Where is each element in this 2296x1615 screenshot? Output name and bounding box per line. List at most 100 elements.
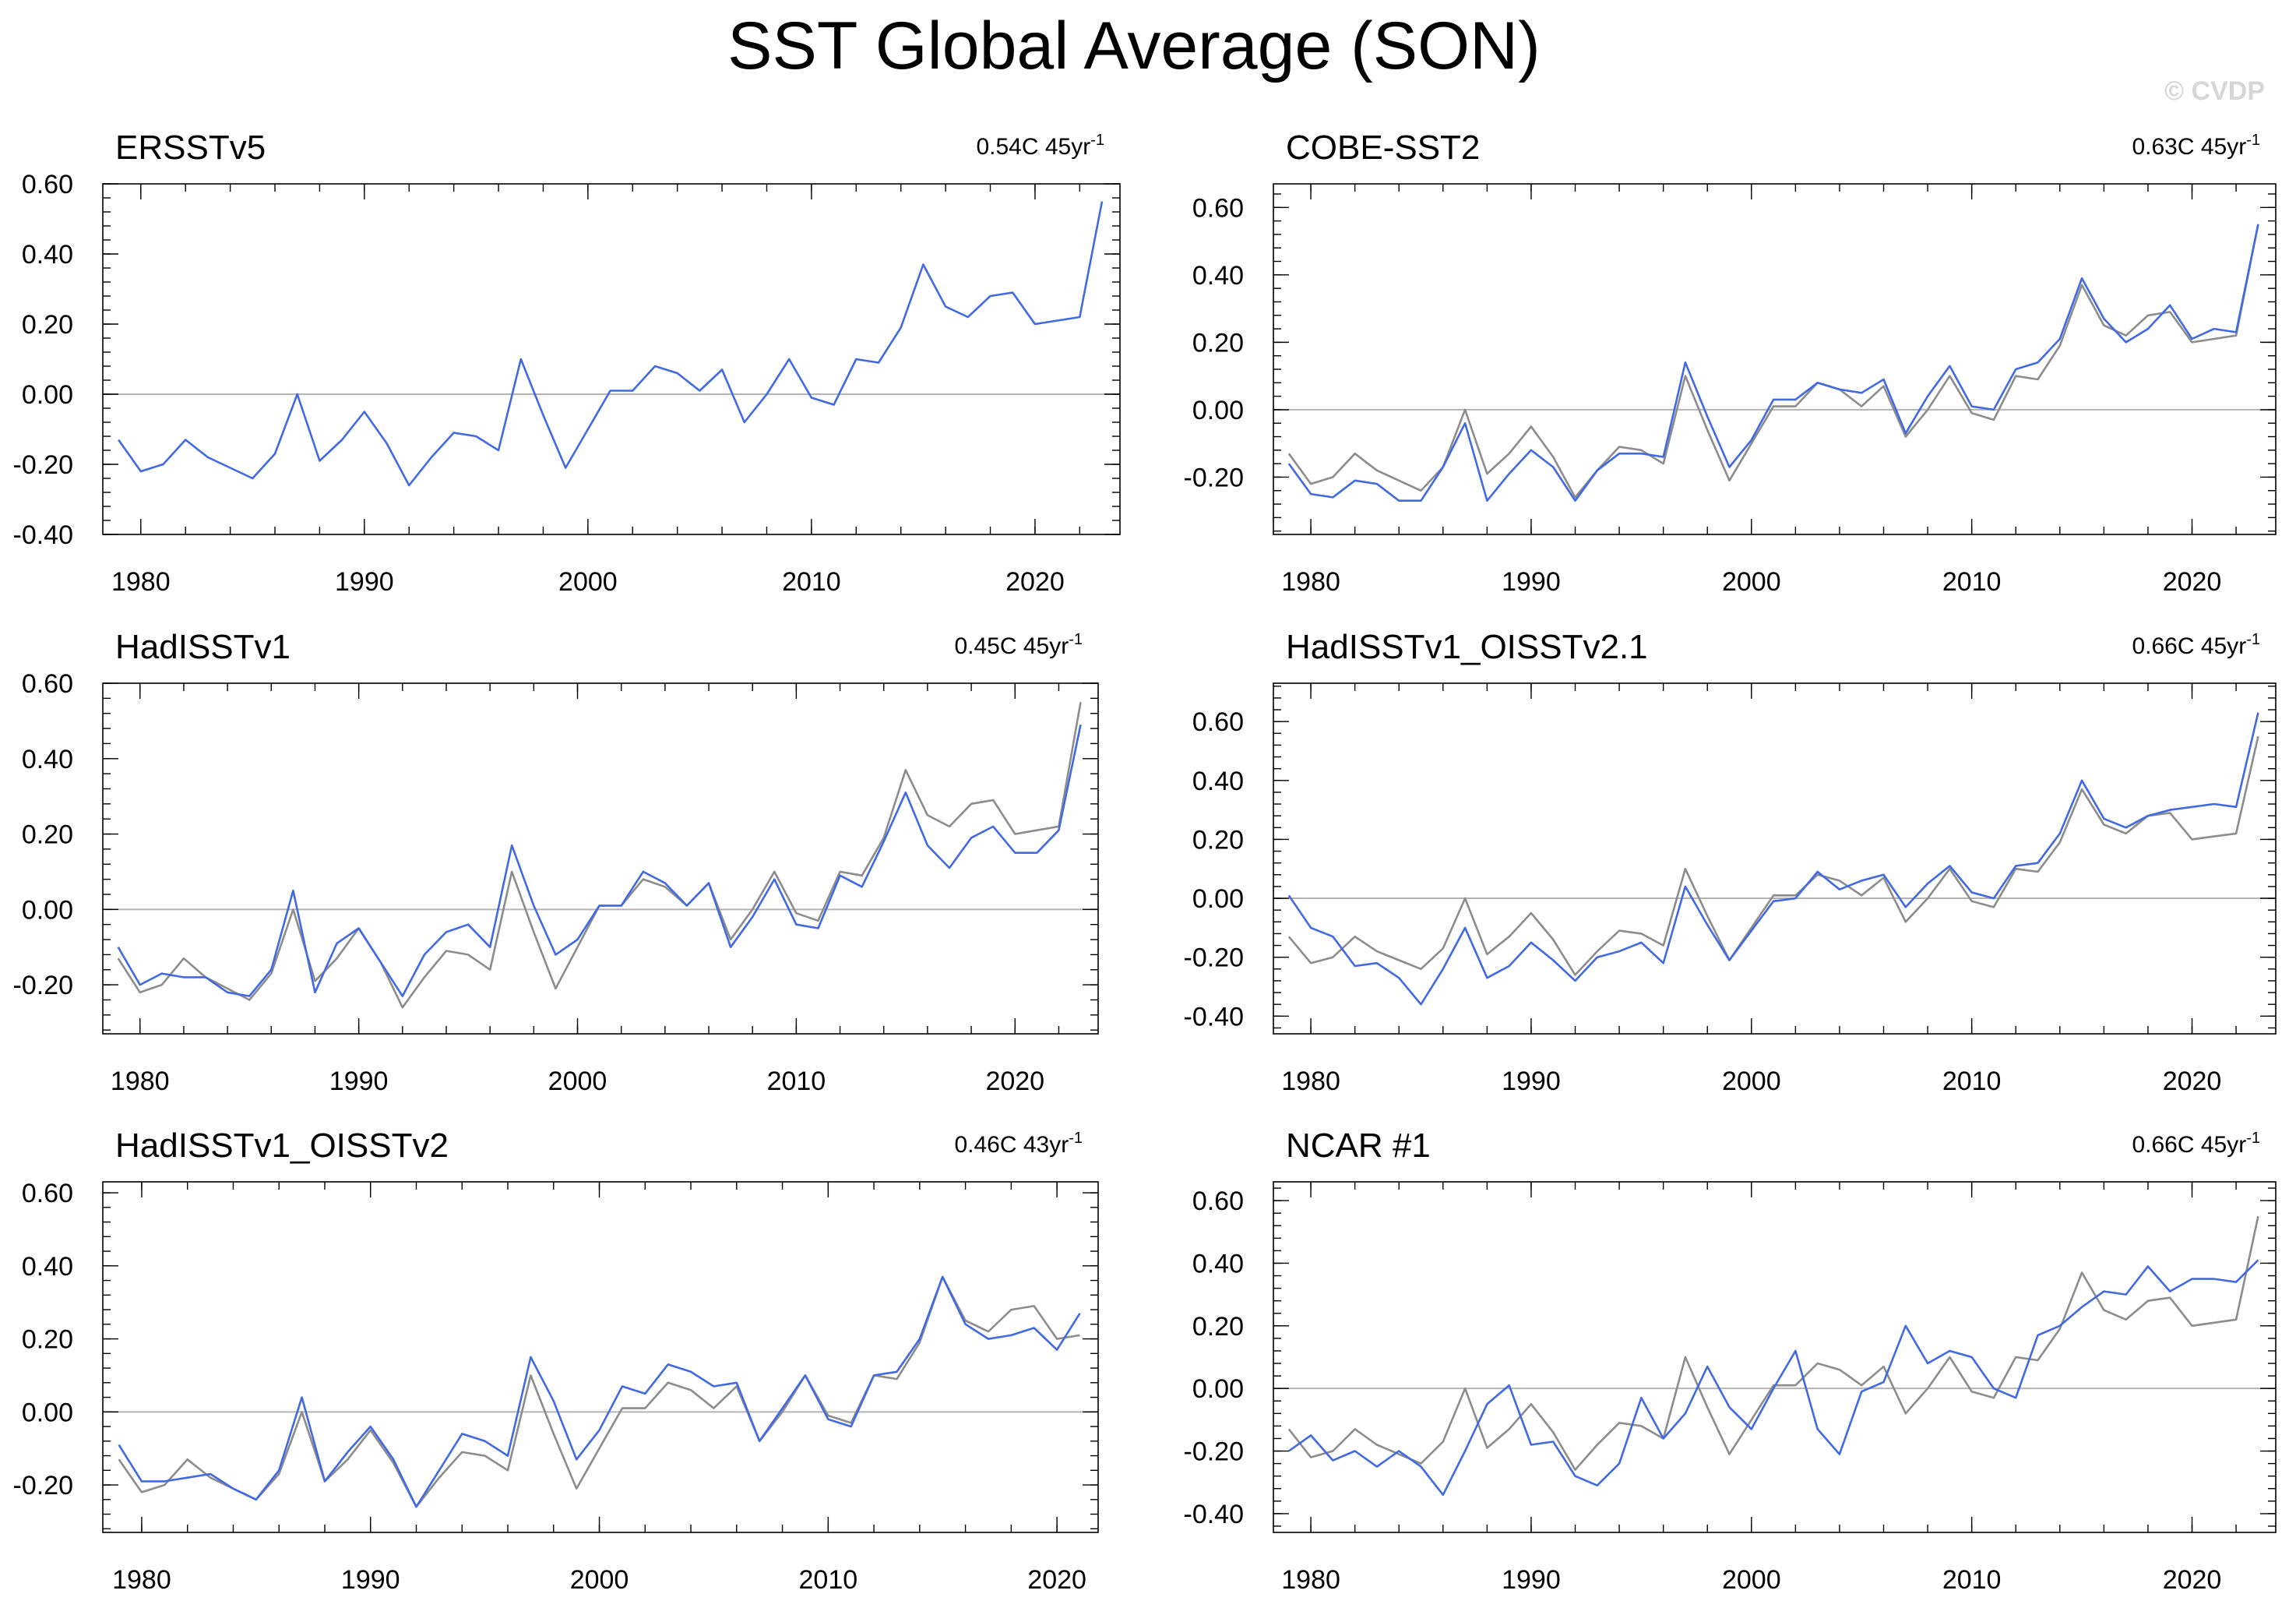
x-tick-label: 2020: [2163, 1565, 2222, 1595]
y-tick-label: -0.20: [1184, 1437, 1245, 1467]
y-tick-label: 0.00: [22, 380, 73, 410]
x-tick-label: 2000: [570, 1565, 629, 1595]
y-tick-label: 0.20: [22, 1325, 73, 1355]
model-series-line: [118, 201, 1104, 487]
y-tick-label: 0.60: [1192, 707, 1244, 737]
plot-frame: [1273, 682, 2277, 1035]
y-tick-label: -0.40: [1184, 1500, 1245, 1529]
x-tick-label: 2010: [782, 567, 841, 597]
y-tick-label: 0.20: [1192, 825, 1244, 855]
x-tick-label: 1980: [112, 1565, 171, 1595]
y-tick-label: -0.40: [13, 520, 74, 550]
panel-title: HadISSTv1: [115, 628, 291, 666]
y-tick-label: -0.20: [1184, 943, 1245, 973]
chart-panel-6: NCAR #1 0.66C 45yr-1 -0.40 -0.20 0.00 0.20 0.4…: [1184, 1127, 2277, 1595]
x-tick-label: 2000: [548, 1067, 607, 1096]
x-tick-label: 2020: [985, 1067, 1044, 1096]
trend-exponent: -1: [2246, 132, 2260, 149]
y-tick-label: -0.40: [1184, 1002, 1245, 1031]
x-tick-label: 1980: [111, 567, 171, 597]
observation-series-line: [1287, 224, 2259, 499]
chart-panel-1: ERSSTv5 0.54C 45yr-1 -0.40 -0.20 0.00 0.20 0.4…: [13, 129, 1121, 597]
x-tick-label: 1980: [1281, 1565, 1340, 1595]
x-tick-label: 1980: [1281, 567, 1340, 597]
chart-panels: ERSSTv5 0.54C 45yr-1 -0.40 -0.20 0.00 0.20 0.4…: [13, 129, 2277, 1595]
panel-title: NCAR #1: [1286, 1127, 1431, 1165]
trend-exponent: -1: [1090, 132, 1104, 149]
plot-frame: [102, 1181, 1099, 1533]
y-tick-label: 0.60: [1192, 1187, 1244, 1216]
x-tick-label: 1990: [1502, 1565, 1561, 1595]
x-tick-label: 2000: [1722, 1067, 1781, 1096]
y-tick-label: 0.40: [22, 1252, 73, 1282]
x-tick-label: 2000: [558, 567, 618, 597]
x-tick-label: 2010: [799, 1565, 858, 1595]
trend-label: 0.54C 45yr-1: [976, 132, 1104, 160]
y-tick-label: 0.20: [22, 820, 73, 850]
trend-value: 0.46C 43yr: [954, 1132, 1069, 1158]
x-tick-label: 2020: [2163, 567, 2222, 597]
y-tick-label: 0.00: [1192, 1374, 1244, 1404]
y-tick-label: 0.00: [22, 1398, 73, 1427]
x-tick-label: 2020: [1027, 1565, 1086, 1595]
watermark-logo: © CVDP: [2164, 76, 2265, 106]
chart-panel-2: COBE-SST2 0.63C 45yr-1 -0.20 0.00 0.20 0.40 0.…: [1184, 129, 2277, 597]
x-tick-label: 2000: [1722, 1565, 1781, 1595]
x-tick-label: 2010: [1942, 1067, 2002, 1096]
plot-frame: [102, 682, 1099, 1035]
trend-exponent: -1: [2246, 1130, 2260, 1147]
model-series-line: [1287, 224, 2259, 502]
plot-frame: [1273, 1181, 2277, 1533]
y-tick-label: 0.00: [1192, 396, 1244, 425]
x-tick-label: 1990: [1502, 567, 1561, 597]
chart-panel-4: HadISSTv1_OISSTv2.1 0.66C 45yr-1 -0.40 -0.2…: [1184, 628, 2277, 1096]
y-tick-label: 0.40: [1192, 261, 1244, 291]
trend-value: 0.63C 45yr: [2132, 134, 2246, 160]
model-series-line: [117, 724, 1082, 997]
model-series-line: [1287, 712, 2259, 1006]
x-tick-label: 2010: [1942, 1565, 2002, 1595]
x-tick-label: 1980: [1281, 1067, 1340, 1096]
trend-label: 0.45C 45yr-1: [954, 631, 1083, 659]
trend-label: 0.63C 45yr-1: [2132, 132, 2260, 160]
y-tick-label: 0.40: [22, 240, 73, 270]
y-tick-label: 0.20: [22, 310, 73, 340]
y-tick-label: 0.40: [1192, 1249, 1244, 1278]
trend-label: 0.66C 45yr-1: [2132, 631, 2260, 659]
y-tick-label: -0.20: [13, 1471, 74, 1500]
y-tick-label: -0.20: [13, 450, 74, 480]
y-tick-label: -0.20: [13, 971, 74, 1000]
y-tick-label: 0.60: [22, 1179, 73, 1208]
y-tick-label: 0.40: [1192, 767, 1244, 796]
trend-value: 0.66C 45yr: [2132, 1132, 2246, 1158]
x-tick-label: 2010: [1942, 567, 2002, 597]
y-tick-label: 0.20: [1192, 1312, 1244, 1342]
x-tick-label: 2020: [2163, 1067, 2222, 1096]
chart-panel-3: HadISSTv1 0.45C 45yr-1 -0.20 0.00 0.20 0.40 0.…: [13, 628, 1099, 1096]
x-tick-label: 2020: [1005, 567, 1065, 597]
y-tick-label: 0.60: [22, 170, 73, 199]
trend-label: 0.66C 45yr-1: [2132, 1130, 2260, 1158]
x-tick-label: 1990: [335, 567, 394, 597]
model-series-line: [1288, 1259, 2259, 1497]
trend-value: 0.66C 45yr: [2132, 633, 2246, 659]
trend-exponent: -1: [2246, 631, 2260, 648]
trend-exponent: -1: [1069, 1130, 1083, 1147]
figure-title: SST Global Average (SON): [727, 9, 1541, 83]
model-series-line: [118, 1275, 1081, 1508]
x-tick-label: 1990: [341, 1565, 400, 1595]
panel-title: HadISSTv1_OISSTv2: [115, 1127, 449, 1165]
observation-series-line: [1287, 1215, 2259, 1471]
panel-title: ERSSTv5: [115, 129, 266, 167]
x-tick-label: 2000: [1722, 567, 1781, 597]
trend-exponent: -1: [1069, 631, 1083, 648]
observation-series-line: [1287, 735, 2259, 976]
plot-frame: [102, 183, 1121, 535]
y-tick-label: 0.60: [22, 669, 73, 699]
y-tick-label: -0.20: [1184, 463, 1245, 492]
trend-value: 0.45C 45yr: [954, 633, 1069, 659]
x-tick-label: 1990: [329, 1067, 389, 1096]
panel-title: HadISSTv1_OISSTv2.1: [1286, 628, 1648, 666]
observation-series-line: [118, 1275, 1080, 1508]
panel-title: COBE-SST2: [1286, 129, 1480, 167]
